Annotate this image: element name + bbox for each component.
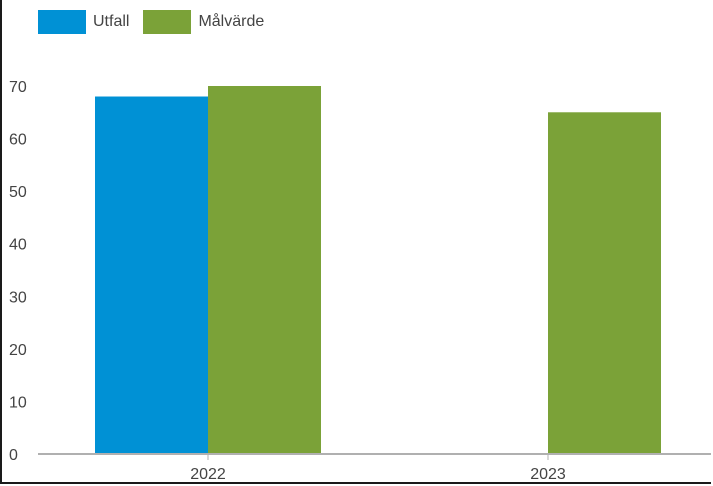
y-tick-label: 20: [9, 342, 27, 359]
bar-m-lv-rde-2022: [208, 86, 321, 454]
legend-label-utfall: Utfall: [93, 13, 130, 30]
y-tick-label: 0: [9, 447, 18, 464]
bar-utfall-2022: [95, 96, 208, 454]
legend-item-utfall: Utfall: [38, 10, 129, 34]
bar-m-lv-rde-2023: [548, 112, 661, 455]
x-tick-label: 2023: [530, 466, 566, 483]
x-tick-label: 2022: [190, 466, 226, 483]
legend-swatch-utfall: [38, 10, 86, 34]
legend-label-malvarde: Målvärde: [198, 13, 265, 30]
legend-item-malvarde: Målvärde: [143, 10, 264, 34]
y-tick-label: 10: [9, 394, 27, 411]
legend-swatch-malvarde: [143, 10, 192, 34]
y-tick-label: 40: [9, 237, 27, 254]
y-tick-label: 50: [9, 184, 27, 201]
y-tick-label: 60: [9, 132, 27, 149]
y-tick-label: 70: [9, 79, 27, 96]
y-tick-label: 30: [9, 289, 27, 306]
legend: Utfall Målvärde: [38, 10, 278, 34]
